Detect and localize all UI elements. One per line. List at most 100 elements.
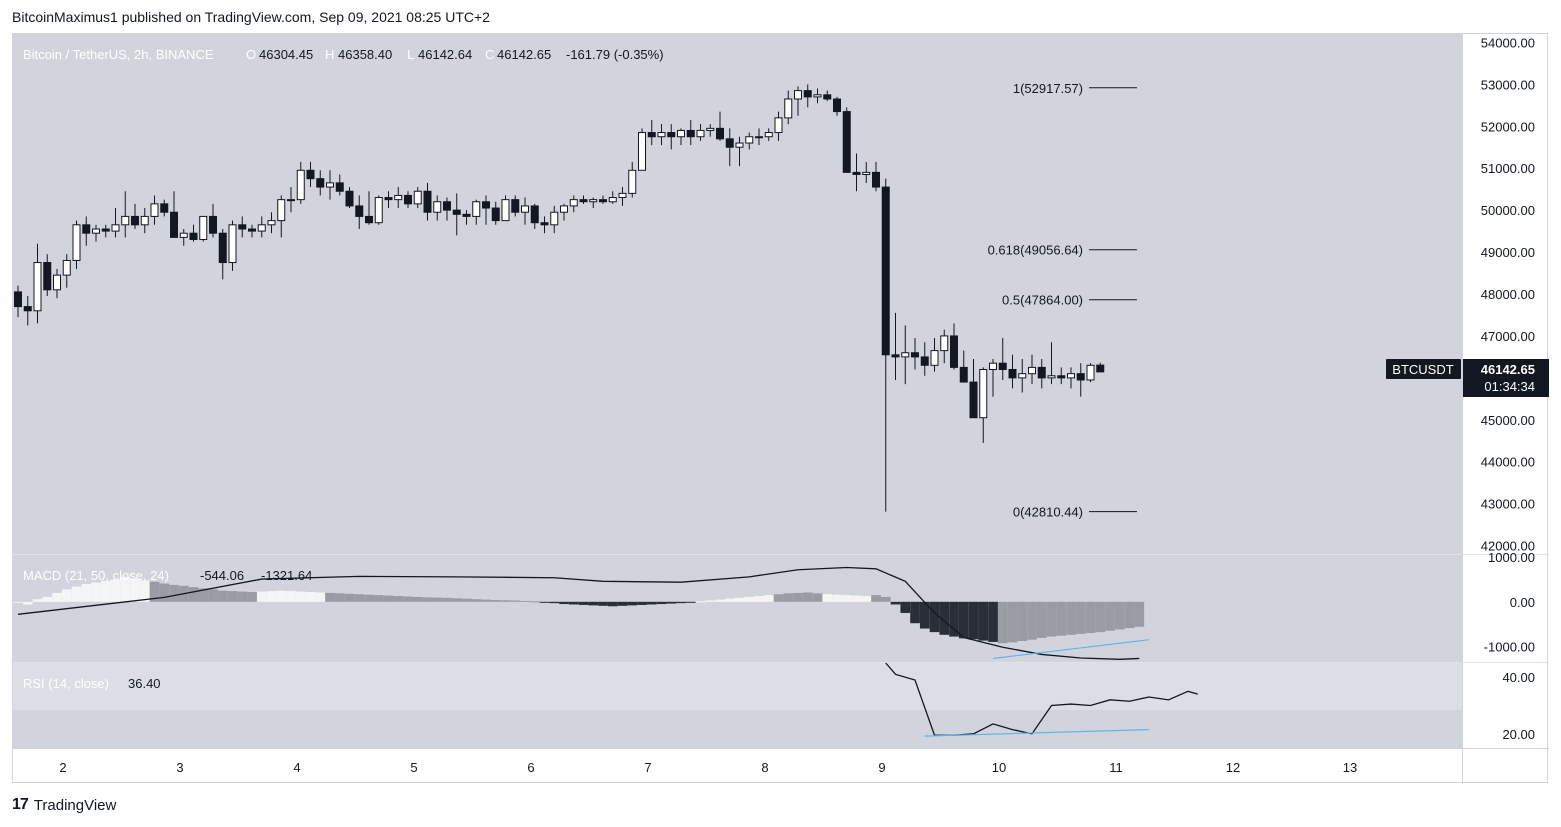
macd-histogram-bar [861, 596, 872, 602]
candle-body [638, 132, 646, 171]
candle-body [189, 232, 198, 240]
macd-histogram-bar [685, 601, 696, 603]
candle-layer [14, 84, 1105, 512]
candle-body [404, 194, 412, 205]
macd-histogram-bar [715, 599, 725, 602]
candle-body [706, 127, 715, 131]
macd-histogram-bar [305, 592, 316, 602]
macd-histogram-bar [656, 601, 667, 605]
open-label: O [246, 47, 256, 62]
chart-canvas[interactable]: 1(52917.57) 0.618(49056.64) 0.5(47864.00) 0… [13, 34, 1549, 784]
macd-histogram-bar [1114, 601, 1125, 630]
open-value: 46304.45 [259, 47, 313, 62]
time-tick: 9 [878, 760, 885, 775]
macd-histogram-bar [529, 601, 540, 603]
macd-histogram-bar [344, 593, 355, 602]
macd-histogram-bar [812, 593, 823, 602]
candle-body [316, 178, 325, 188]
last-price-value: 46142.65 [1481, 362, 1535, 377]
candle-body [170, 211, 178, 238]
rsi-divergence-line [924, 728, 1150, 737]
time-tick: 3 [176, 760, 183, 775]
chart-frame[interactable]: 1(52917.57) 0.618(49056.64) 0.5(47864.00) 0… [12, 33, 1549, 784]
candle-body [209, 215, 217, 234]
candle-body [287, 199, 295, 202]
price-tick: 44000.00 [1481, 455, 1535, 470]
candle-body [23, 306, 32, 312]
macd-histogram-bar [763, 595, 774, 602]
macd-histogram-bar [646, 601, 657, 605]
symbol-label: BTCUSDT [1392, 362, 1453, 377]
candle-body [462, 213, 471, 217]
time-tick: 8 [761, 760, 768, 775]
candle-body [813, 94, 822, 98]
macd-axis[interactable]: 1000.00 0.00 -1000.00 [1484, 550, 1535, 654]
candle-body [833, 98, 841, 113]
candle-body [394, 194, 403, 201]
macd-histogram-bar [627, 601, 638, 606]
candle-body [930, 350, 939, 366]
macd-histogram-bar [773, 594, 784, 602]
candle-body [335, 182, 344, 192]
candle-body [160, 203, 169, 213]
rsi-line [885, 662, 1198, 736]
macd-tick: 1000.00 [1488, 550, 1535, 565]
macd-histogram-bar [871, 595, 881, 602]
candle-body [326, 182, 334, 188]
macd-histogram-bar [383, 595, 394, 602]
candle-body [755, 136, 763, 139]
tradingview-logo-icon: 17 [12, 796, 29, 813]
candle-body [501, 199, 510, 222]
macd-histogram-bar [793, 592, 803, 602]
fib-level-label: 0.618(49056.64) [988, 243, 1083, 258]
candle-body [443, 201, 451, 211]
candle-body [267, 220, 276, 226]
candle-body [1037, 366, 1046, 379]
macd-histogram-bar [1007, 601, 1018, 643]
macd-histogram-bar [910, 601, 920, 624]
price-axis[interactable]: 54000.00 53000.00 52000.00 51000.00 50000.00… [1481, 35, 1535, 553]
macd-histogram-bar [422, 597, 433, 602]
candle-body [179, 232, 188, 238]
candle-body [950, 335, 958, 368]
macd-histogram-bar [91, 582, 101, 602]
price-tick: 49000.00 [1481, 245, 1535, 260]
macd-histogram-bar [61, 589, 72, 602]
candle-body [969, 381, 978, 419]
rsi-axis[interactable]: 40.00 20.00 [1502, 670, 1535, 742]
macd-histogram-bar [256, 591, 267, 602]
fib-level-label: 0(42810.44) [1013, 505, 1083, 520]
time-tick: 6 [527, 760, 534, 775]
rsi-tick: 40.00 [1502, 670, 1535, 685]
candle-body [608, 197, 617, 203]
price-tick: 45000.00 [1481, 413, 1535, 428]
tradingview-brand[interactable]: 17 TradingView [12, 796, 116, 814]
fib-layer: 1(52917.57) 0.618(49056.64) 0.5(47864.00) 0… [988, 81, 1137, 520]
macd-histogram-bar [32, 599, 43, 602]
candle-body [852, 171, 861, 175]
time-tick: 10 [992, 760, 1006, 775]
rsi-legend-value: 36.40 [128, 676, 161, 691]
candle-body [1067, 373, 1075, 379]
candle-body [647, 132, 656, 138]
macd-histogram-bar [71, 586, 82, 602]
macd-layer [13, 566, 1150, 660]
macd-histogram-bar [295, 591, 306, 602]
time-axis[interactable]: 2 3 4 5 6 7 8 9 10 11 12 13 [59, 760, 1357, 775]
legend: Bitcoin / TetherUS, 2h, BINANCE O 46304.… [23, 47, 664, 691]
candle-body [686, 129, 695, 138]
macd-histogram-bar [919, 601, 930, 629]
candle-body [901, 352, 910, 358]
candle-body [998, 362, 1007, 370]
time-tick: 13 [1343, 760, 1357, 775]
price-tick: 52000.00 [1481, 119, 1535, 134]
rsi-layer [885, 662, 1198, 737]
candle-body [959, 366, 968, 383]
macd-histogram-bar [744, 596, 755, 602]
candle-body [1086, 364, 1095, 381]
candle-body [862, 171, 871, 175]
macd-histogram-bar [130, 578, 140, 602]
time-tick: 12 [1226, 760, 1240, 775]
candle-body [53, 274, 61, 291]
macd-histogram-bar [451, 598, 462, 602]
